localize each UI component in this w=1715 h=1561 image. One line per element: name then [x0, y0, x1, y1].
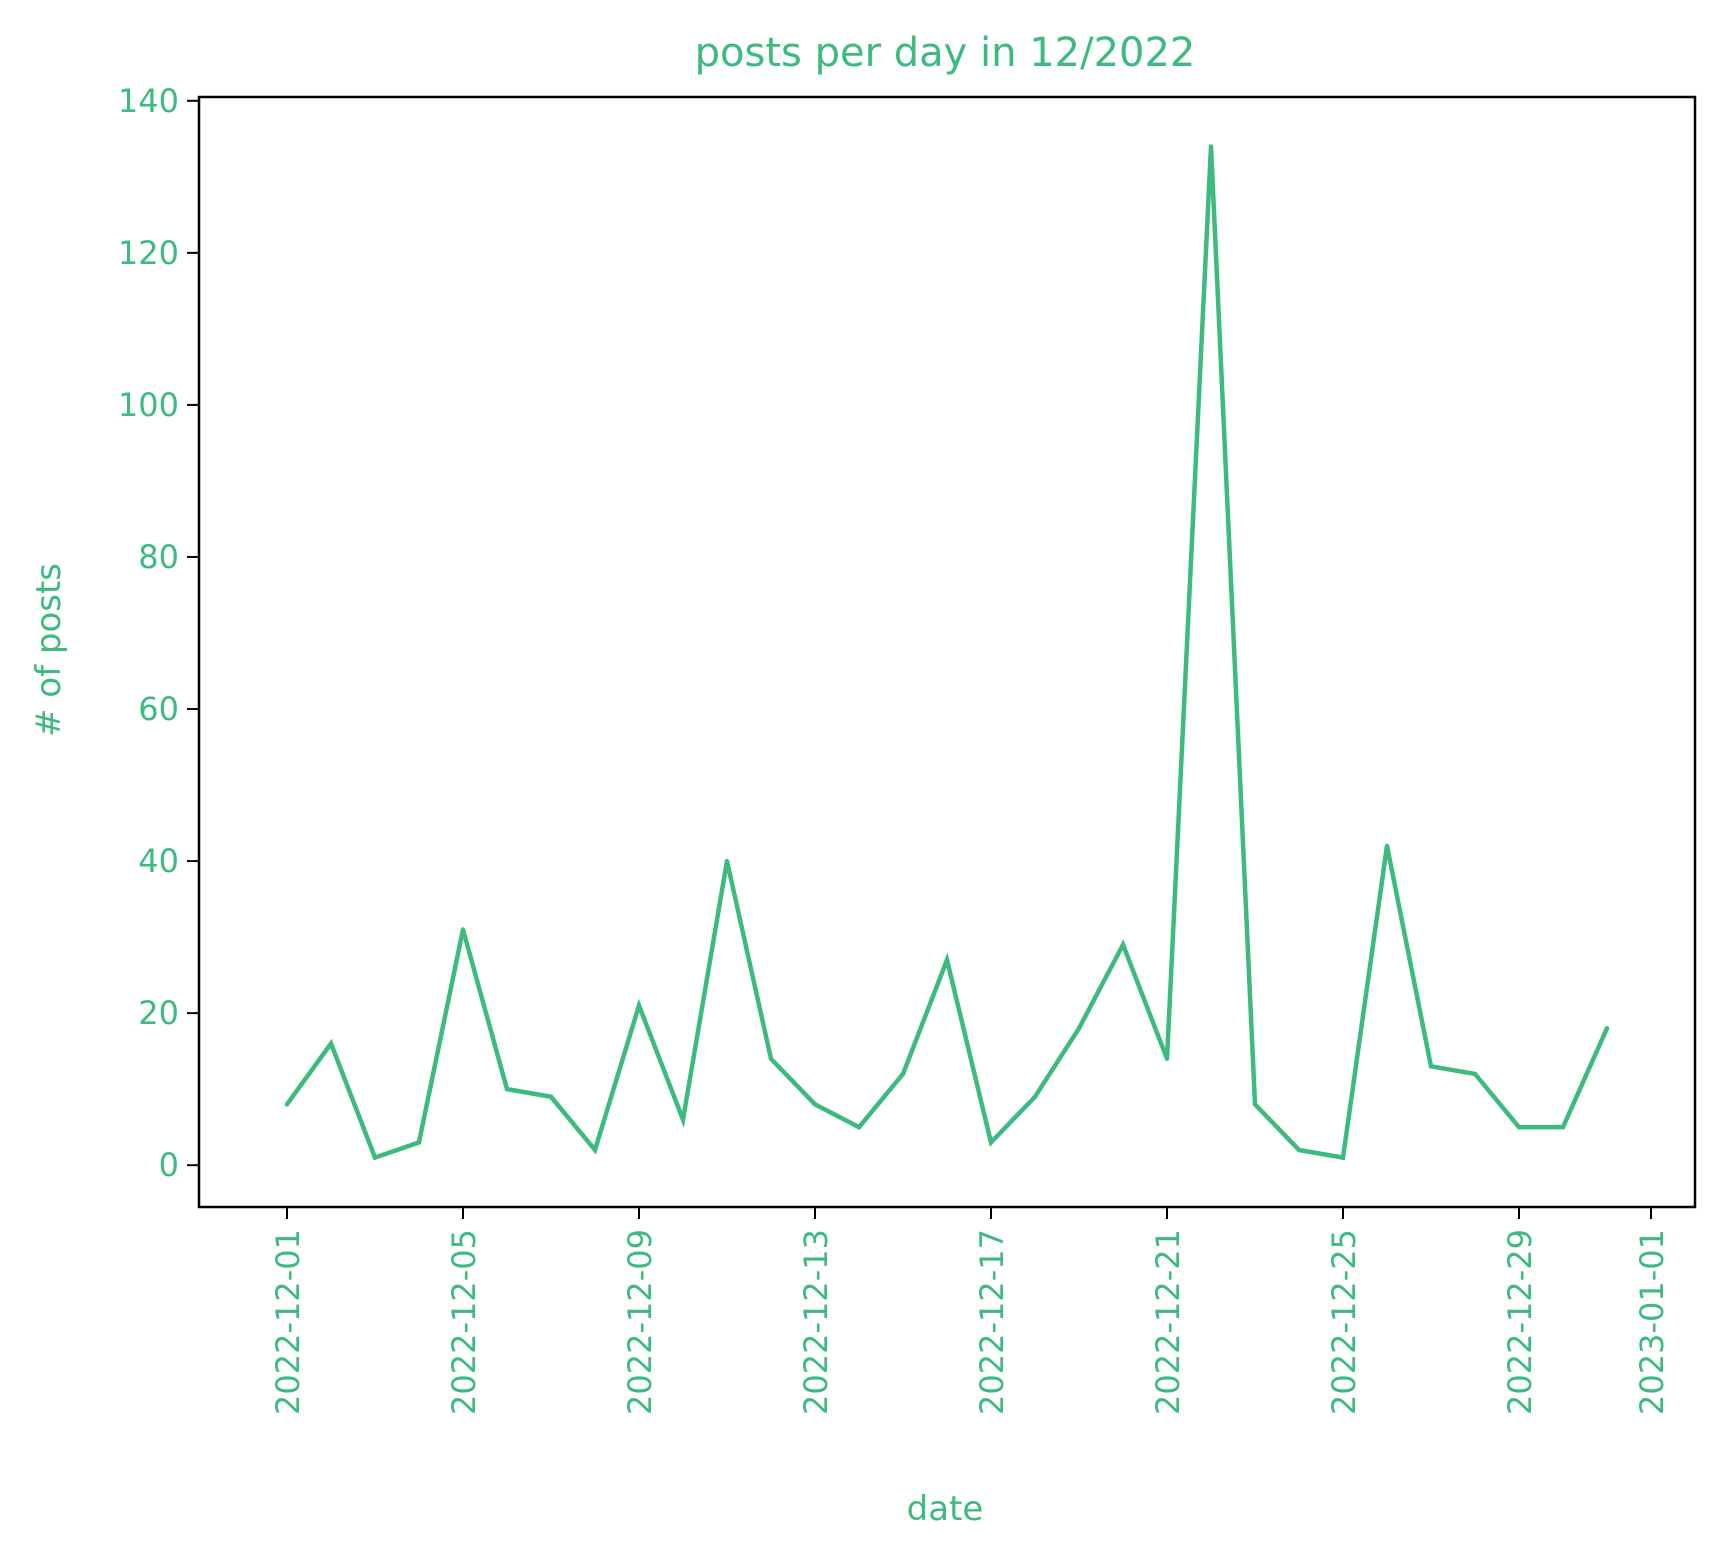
data-point [1252, 1102, 1258, 1107]
data-point [548, 1094, 554, 1099]
series-line [285, 146, 1610, 1161]
x-tick-label: 2022-12-13 [797, 1229, 835, 1415]
data-point [1296, 1147, 1302, 1153]
data-point [1560, 1124, 1566, 1130]
data-point [284, 1102, 290, 1107]
y-tick-label: 0 [159, 1146, 179, 1184]
data-point [592, 1147, 598, 1153]
data-point [636, 1003, 642, 1008]
x-tick-label: 2022-12-05 [445, 1229, 483, 1415]
data-point [1120, 942, 1126, 947]
x-tick-label: 2022-12-09 [621, 1229, 659, 1415]
data-point [1164, 1056, 1170, 1061]
data-point [1340, 1155, 1346, 1160]
data-point [680, 1117, 686, 1122]
data-point [724, 858, 730, 864]
data-points [284, 144, 1610, 1160]
data-point [1604, 1026, 1610, 1031]
x-tick-label: 2022-12-25 [1325, 1229, 1363, 1415]
data-point [988, 1140, 994, 1145]
x-tick-label: 2022-12-17 [973, 1229, 1011, 1415]
y-tick-label: 100 [118, 386, 179, 424]
data-point [856, 1124, 862, 1130]
y-tick-label: 120 [118, 234, 179, 272]
data-point [944, 957, 950, 963]
data-point [768, 1056, 774, 1061]
y-tick-label: 60 [138, 690, 179, 728]
y-axis-label: # of posts [29, 563, 69, 737]
x-axis-label: date [907, 1489, 984, 1529]
data-point [416, 1140, 422, 1145]
plot-area-border [197, 95, 1697, 1209]
y-tick-label: 40 [138, 842, 179, 880]
x-tick-label: 2022-12-01 [269, 1229, 307, 1415]
data-point [328, 1041, 334, 1046]
data-point [900, 1071, 906, 1077]
data-point [372, 1155, 378, 1160]
y-tick-label: 140 [118, 82, 179, 120]
data-point [1032, 1094, 1038, 1099]
plot-frame [197, 95, 1697, 1209]
y-tick-label: 20 [138, 994, 179, 1032]
data-point [1076, 1026, 1082, 1031]
data-point [1208, 144, 1214, 149]
x-tick-label: 2022-12-21 [1149, 1229, 1187, 1415]
y-axis-ticks: 0 20 40 60 80 100 120 140 [118, 82, 199, 1184]
chart-title: posts per day in 12/2022 [695, 30, 1196, 76]
x-axis-ticks: 2022-12-01 2022-12-05 2022-12-09 2022-12-13… [269, 1207, 1671, 1415]
data-point [1428, 1064, 1434, 1069]
data-point [812, 1102, 818, 1107]
data-point [504, 1086, 510, 1092]
data-point [460, 927, 466, 932]
x-tick-label: 2023-01-01 [1633, 1229, 1671, 1415]
y-tick-label: 80 [138, 538, 179, 576]
data-point [1516, 1124, 1522, 1130]
x-tick-label: 2022-12-29 [1501, 1229, 1539, 1415]
data-point [1384, 843, 1390, 849]
data-point [1472, 1071, 1478, 1077]
